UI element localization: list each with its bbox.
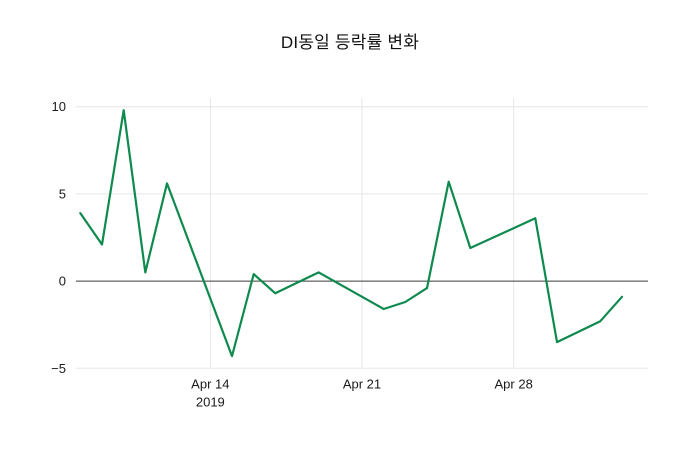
y-tick-label: 5 [59, 186, 66, 201]
chart-title: DI동일 등락률 변화 [280, 33, 420, 52]
y-tick-label: 10 [52, 99, 66, 114]
x-tick-label: Apr 14 [191, 376, 229, 391]
y-tick-label: 0 [59, 274, 66, 289]
x-tick-label: Apr 28 [495, 376, 533, 391]
x-tick-sublabel: 2019 [196, 394, 225, 409]
x-tick-label: Apr 21 [343, 376, 381, 391]
series-line [79, 109, 624, 358]
y-tick-label: −5 [51, 361, 66, 376]
